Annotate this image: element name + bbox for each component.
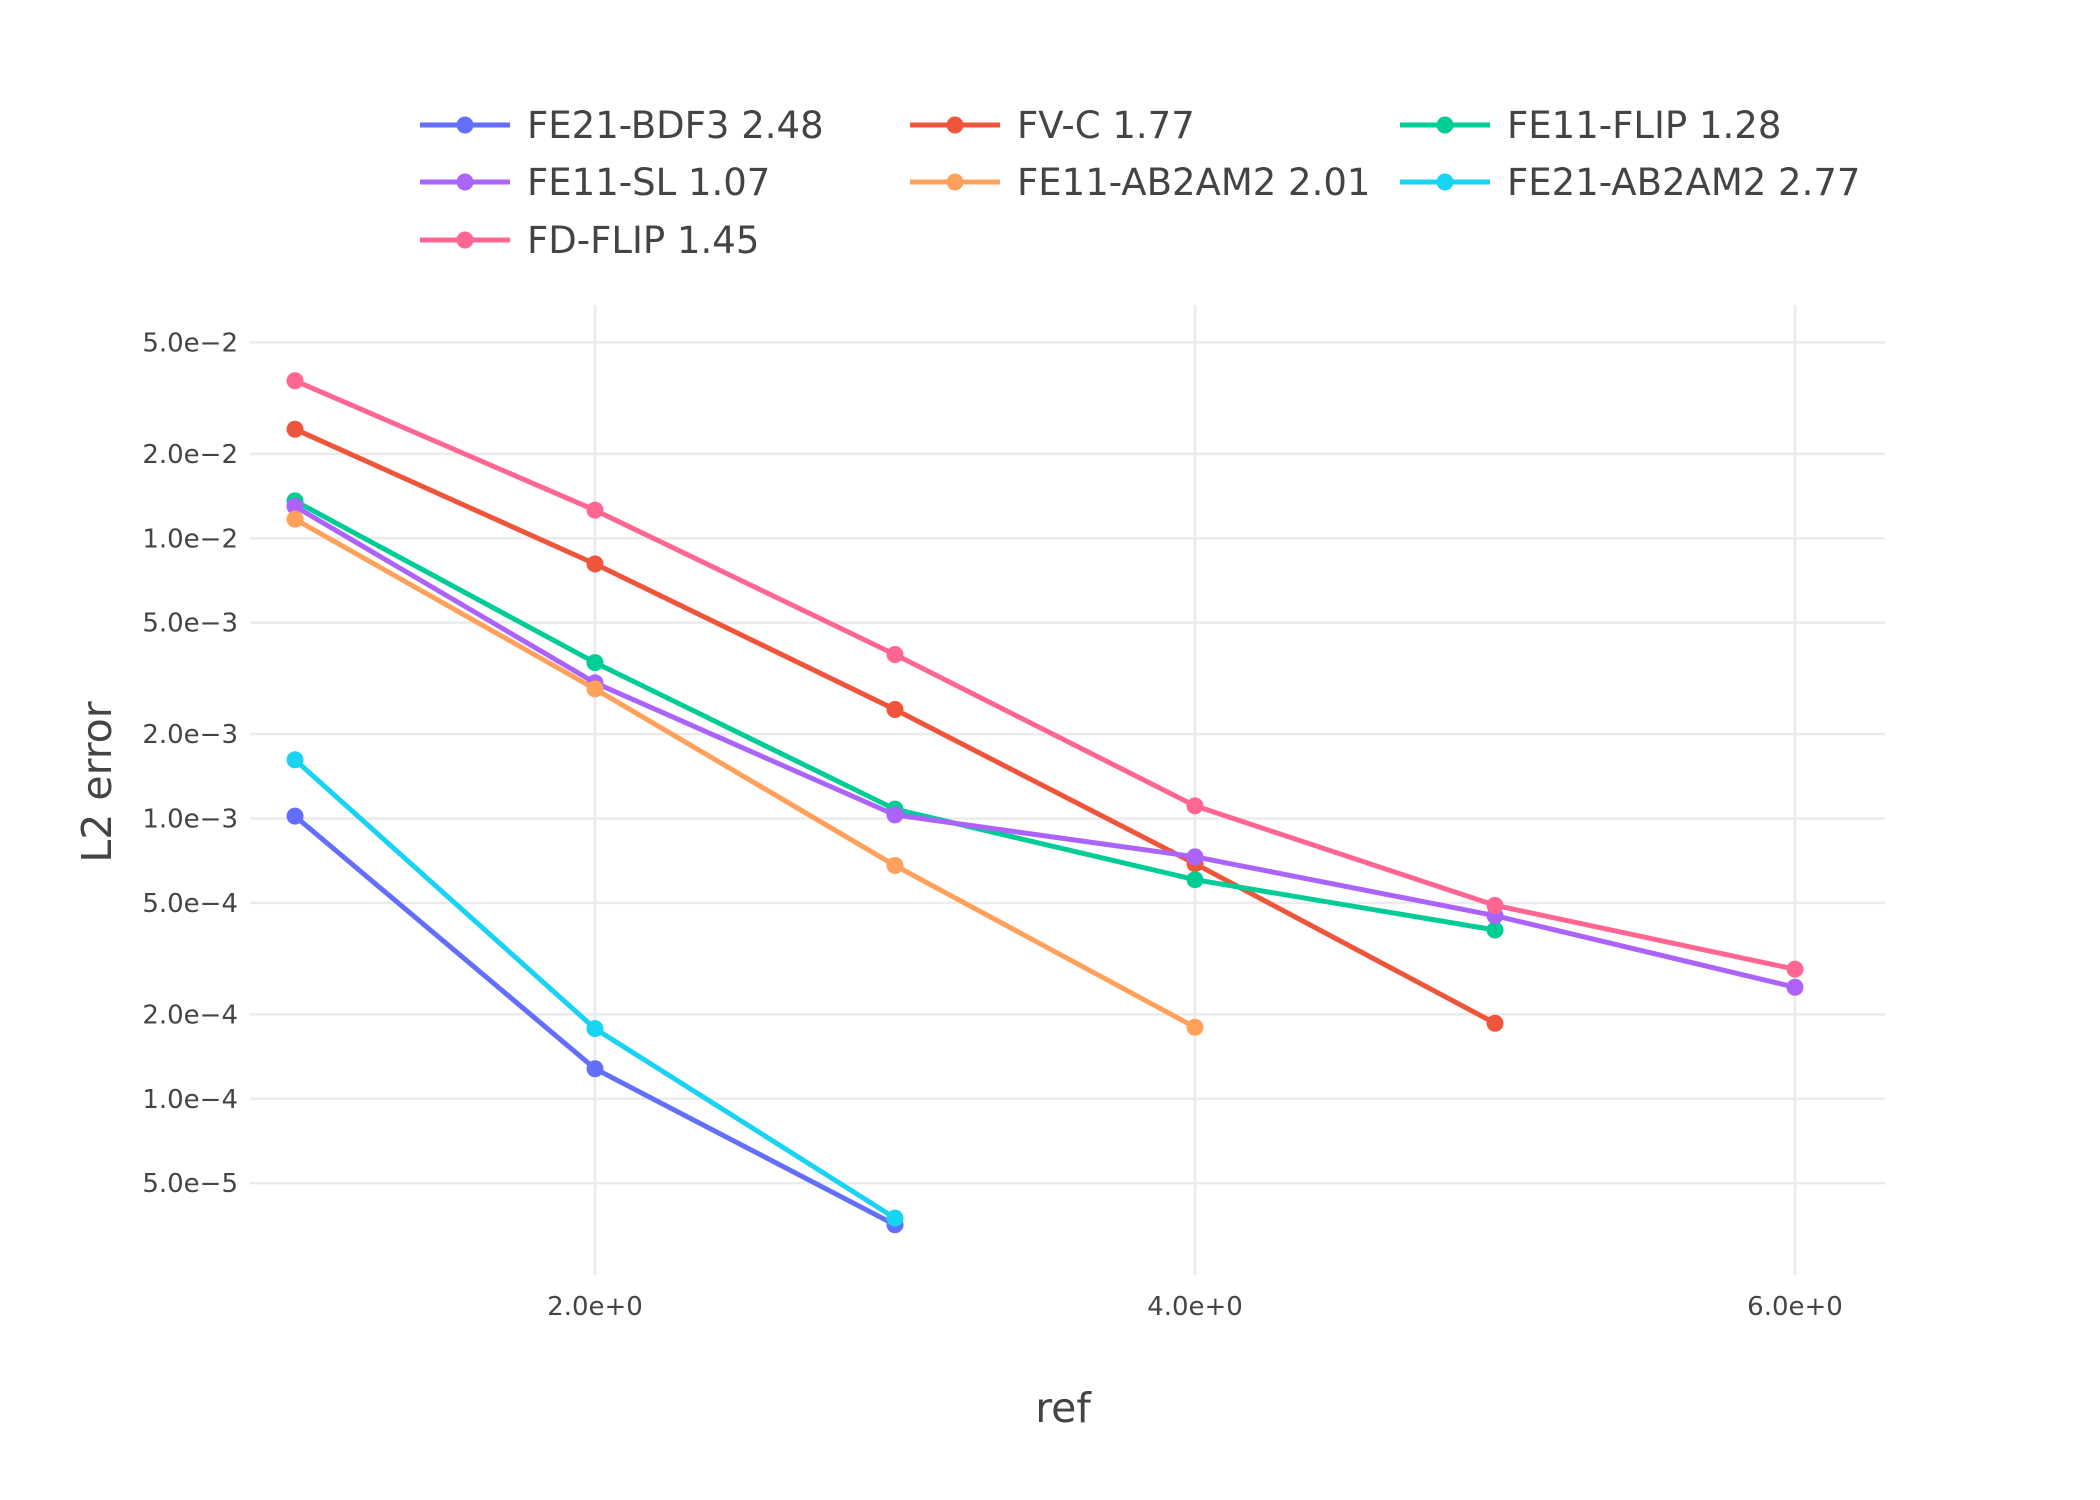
y-tick-label: 2.0e−2	[142, 440, 238, 470]
legend-item[interactable]: FE11-SL 1.07	[420, 161, 770, 204]
data-point	[1186, 848, 1204, 866]
data-point	[286, 807, 304, 825]
data-point	[286, 372, 304, 390]
legend-item[interactable]: FV-C 1.77	[910, 104, 1195, 147]
series-line	[293, 517, 1197, 1030]
y-tick-label: 5.0e−2	[142, 328, 238, 358]
series-fe11-ab2am2	[286, 510, 1204, 1036]
series-fv-c	[286, 420, 1504, 1032]
y-tick-label: 2.0e−3	[142, 720, 238, 750]
legend-item[interactable]: FE11-FLIP 1.28	[1400, 104, 1781, 147]
y-tick-label: 5.0e−3	[142, 609, 238, 639]
legend-swatch-marker	[946, 116, 964, 134]
series-fe21-ab2am2	[286, 751, 904, 1227]
data-point	[886, 806, 904, 824]
y-tick-label: 2.0e−4	[142, 1000, 238, 1030]
legend-swatch-marker	[456, 116, 474, 134]
y-tick-label: 1.0e−3	[142, 805, 238, 835]
series-fe11-sl	[286, 497, 1804, 996]
legend-label: FD-FLIP 1.45	[527, 219, 759, 262]
legend-label: FE11-FLIP 1.28	[1507, 104, 1781, 147]
legend-item[interactable]: FE21-BDF3 2.48	[420, 104, 824, 147]
legend-item[interactable]: FD-FLIP 1.45	[420, 219, 759, 262]
legend-swatch-marker	[946, 173, 964, 191]
data-point	[1786, 960, 1804, 978]
y-tick-label: 5.0e−4	[142, 889, 238, 919]
data-point	[1786, 978, 1804, 996]
legend-label: FE11-AB2AM2 2.01	[1017, 161, 1370, 204]
series-layer	[286, 372, 1804, 1234]
x-tick-label: 6.0e+0	[1747, 1292, 1843, 1322]
data-point	[1486, 921, 1504, 939]
data-point	[1186, 871, 1204, 889]
series-line	[293, 426, 1497, 1026]
series-fd-flip	[286, 372, 1804, 978]
data-point	[586, 555, 604, 573]
data-point	[886, 856, 904, 874]
data-point	[1486, 1014, 1504, 1032]
data-point	[586, 1020, 604, 1038]
y-axis-title: L2 error	[73, 701, 121, 862]
data-point	[886, 645, 904, 663]
x-axis-title: ref	[1035, 1384, 1092, 1432]
x-tick-labels: 2.0e+0 4.0e+0 6.0e+0	[547, 1292, 1843, 1322]
legend-swatch-marker	[1436, 173, 1454, 191]
data-point	[886, 1209, 904, 1227]
data-point	[586, 1060, 604, 1078]
legend-label: FE21-BDF3 2.48	[527, 104, 824, 147]
series-line	[293, 504, 1796, 990]
data-point	[1486, 896, 1504, 914]
y-tick-label: 1.0e−4	[142, 1085, 238, 1115]
legend: FE21-BDF3 2.48 FV-C 1.77 FE11-FLIP 1.28 FE1…	[420, 104, 1860, 262]
data-point	[886, 700, 904, 718]
grid-layer	[250, 305, 1885, 1275]
data-point	[286, 420, 304, 438]
x-tick-label: 4.0e+0	[1147, 1292, 1243, 1322]
legend-swatch-marker	[1436, 116, 1454, 134]
legend-label: FV-C 1.77	[1017, 104, 1195, 147]
data-point	[1186, 797, 1204, 815]
data-point	[586, 654, 604, 672]
legend-label: FE11-SL 1.07	[527, 161, 770, 204]
data-point	[586, 680, 604, 698]
legend-item[interactable]: FE21-AB2AM2 2.77	[1400, 161, 1860, 204]
x-tick-label: 2.0e+0	[547, 1292, 643, 1322]
legend-swatch-marker	[456, 231, 474, 249]
y-tick-label: 1.0e−2	[142, 524, 238, 554]
legend-item[interactable]: FE11-AB2AM2 2.01	[910, 161, 1370, 204]
y-tick-labels: 5.0e−2 2.0e−2 1.0e−2 5.0e−3 2.0e−3 1.0e−3 5.0e…	[142, 328, 238, 1199]
legend-label: FE21-AB2AM2 2.77	[1507, 161, 1860, 204]
data-point	[286, 497, 304, 515]
legend-swatch-marker	[456, 173, 474, 191]
data-point	[286, 751, 304, 769]
series-line	[294, 378, 1796, 972]
data-point	[1186, 1018, 1204, 1036]
data-point	[586, 501, 604, 519]
data-point	[286, 510, 304, 528]
y-tick-label: 5.0e−5	[142, 1169, 238, 1199]
